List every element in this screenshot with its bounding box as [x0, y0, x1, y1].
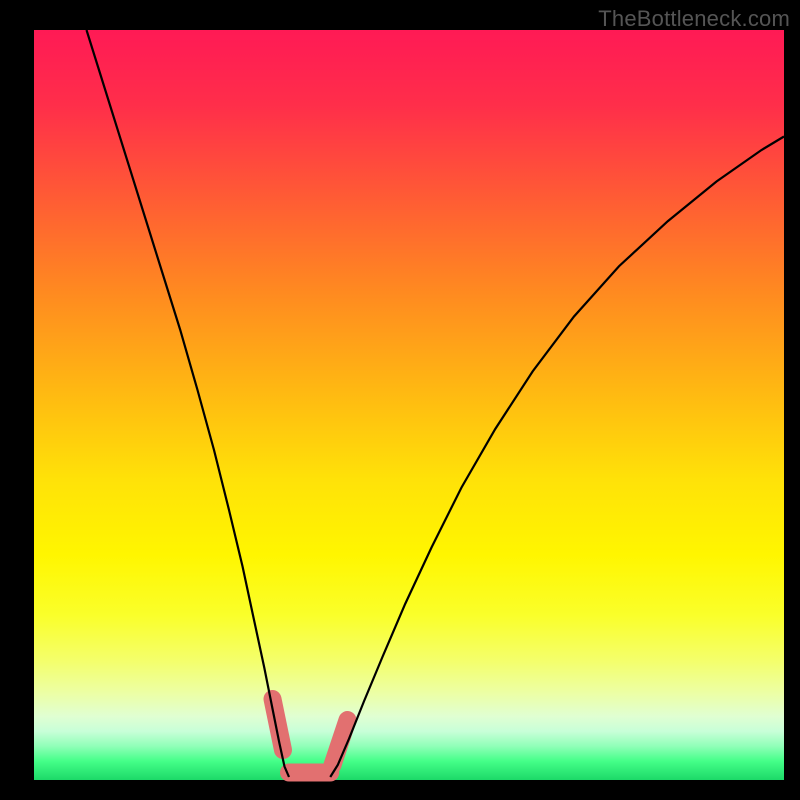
chart-svg	[0, 0, 800, 800]
marker-blobs	[273, 699, 348, 773]
watermark-text: TheBottleneck.com	[598, 6, 790, 32]
chart-container: TheBottleneck.com	[0, 0, 800, 800]
curve-right	[330, 137, 784, 778]
gradient-background	[34, 30, 784, 780]
curve-left	[87, 30, 290, 777]
